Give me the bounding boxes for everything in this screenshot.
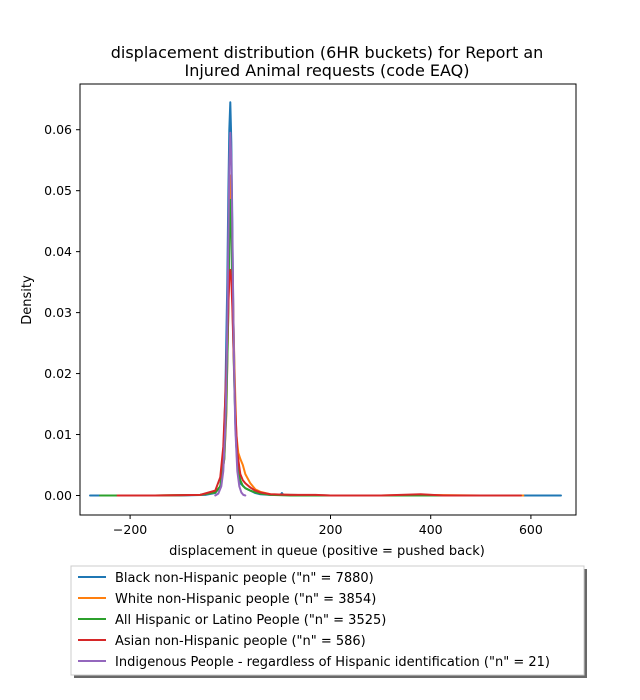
- y-tick-label: 0.02: [44, 366, 72, 381]
- legend: Black non-Hispanic people ("n" = 7880) Wh…: [70, 565, 587, 678]
- x-tick-label: −200: [113, 522, 147, 537]
- x-axis-label: displacement in queue (positive = pushed…: [169, 544, 485, 559]
- legend-label-2: All Hispanic or Latino People ("n" = 352…: [115, 613, 386, 628]
- y-axis-label: Density: [20, 275, 35, 325]
- y-tick-label: 0.03: [44, 305, 72, 320]
- legend-box: [70, 565, 585, 676]
- chart-title-line1: displacement distribution (6HR buckets) …: [111, 43, 544, 62]
- y-axis-ticks: 0.00 0.01 0.02 0.03 0.04 0.05 0.06: [44, 122, 80, 503]
- legend-label-1: White non-Hispanic people ("n" = 3854): [115, 592, 376, 607]
- y-tick-label: 0.05: [44, 183, 72, 198]
- plot-frame: [79, 83, 577, 516]
- x-tick-label: 0: [226, 522, 234, 537]
- chart-title-line2: Injured Animal requests (code EAQ): [185, 61, 470, 80]
- legend-label-0: Black non-Hispanic people ("n" = 7880): [115, 571, 374, 586]
- x-tick-label: 400: [419, 522, 443, 537]
- y-tick-label: 0.01: [44, 427, 72, 442]
- legend-items: Black non-Hispanic people ("n" = 7880) Wh…: [78, 571, 550, 670]
- series-lines: [89, 101, 562, 497]
- x-tick-label: 600: [519, 522, 543, 537]
- plot-area: −200 0 200 400 600 0.000.010.020.030.040.050…: [44, 83, 577, 537]
- series-line-4: [214, 131, 247, 497]
- x-tick-label: 200: [319, 522, 343, 537]
- legend-label-4: Indigenous People - regardless of Hispan…: [115, 655, 550, 670]
- y-tick-label: 0.06: [44, 122, 72, 137]
- y-tick-label: 0.04: [44, 244, 72, 259]
- y-tick-label: 0.00: [44, 488, 72, 503]
- x-axis-ticks: −200 0 200 400 600: [113, 515, 543, 537]
- legend-label-3: Asian non-Hispanic people ("n" = 586): [115, 634, 366, 649]
